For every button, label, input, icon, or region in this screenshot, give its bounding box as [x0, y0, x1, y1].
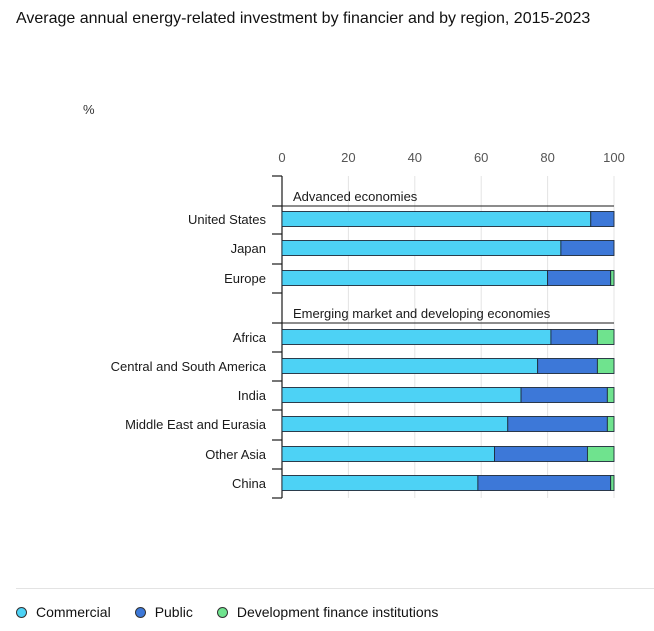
bar-segment	[586, 446, 615, 462]
bar-segment	[560, 240, 615, 256]
bar-segment	[281, 446, 495, 462]
legend-label: Commercial	[36, 604, 111, 620]
bar-segment	[281, 270, 549, 286]
bar-segment	[606, 387, 615, 403]
chart-title: Average annual energy-related investment…	[16, 10, 591, 27]
bar-segment	[537, 358, 598, 374]
category-label: Central and South America	[111, 359, 267, 374]
x-tick-label: 100	[603, 150, 625, 165]
category-label: China	[232, 476, 267, 491]
bar-segment	[281, 475, 479, 491]
legend-item: Development finance institutions	[216, 604, 439, 620]
x-tick-label: 80	[540, 150, 554, 165]
bar-segment	[596, 358, 615, 374]
bar-segment	[281, 387, 522, 403]
bar-segment	[610, 270, 615, 286]
category-label: Africa	[233, 330, 267, 345]
bar-segment	[281, 358, 539, 374]
group-label: Emerging market and developing economies	[293, 306, 551, 321]
legend: Commercial Public Development finance inst…	[16, 604, 462, 620]
legend-label: Development finance institutions	[236, 604, 439, 620]
category-label: Other Asia	[205, 447, 266, 462]
category-label: United States	[188, 212, 267, 227]
category-label: Japan	[231, 241, 266, 256]
unit-label: %	[83, 102, 95, 117]
bar-segment	[507, 416, 608, 432]
bar-segment	[281, 240, 562, 256]
bar-segment	[494, 446, 588, 462]
bar-segment	[606, 416, 615, 432]
bar-segment	[281, 416, 509, 432]
legend-item: Public	[134, 604, 193, 620]
bar-chart: 0 20 40 60 80 100 Advanced economies Emerging m…	[111, 150, 625, 499]
bar-segment	[550, 329, 598, 345]
bar-segment	[610, 475, 615, 491]
x-tick-label: 20	[341, 150, 355, 165]
legend-divider	[16, 588, 654, 589]
bar-segment	[596, 329, 615, 345]
legend-swatch	[134, 606, 146, 618]
group-label: Advanced economies	[293, 189, 418, 204]
x-tick-label: 0	[278, 150, 285, 165]
bar-segment	[590, 211, 615, 227]
bar-segment	[520, 387, 608, 403]
bar-segment	[281, 329, 552, 345]
bar-segment	[281, 211, 592, 227]
legend-label: Public	[154, 604, 193, 620]
bar-segment	[477, 475, 612, 491]
bar-segment	[547, 270, 612, 286]
x-tick-label: 60	[474, 150, 488, 165]
x-tick-label: 40	[408, 150, 422, 165]
legend-swatch	[216, 606, 228, 618]
category-label: India	[238, 388, 267, 403]
legend-swatch	[16, 606, 27, 618]
legend-item: Commercial	[16, 604, 111, 620]
category-label: Europe	[224, 271, 266, 286]
category-label: Middle East and Eurasia	[125, 417, 267, 432]
